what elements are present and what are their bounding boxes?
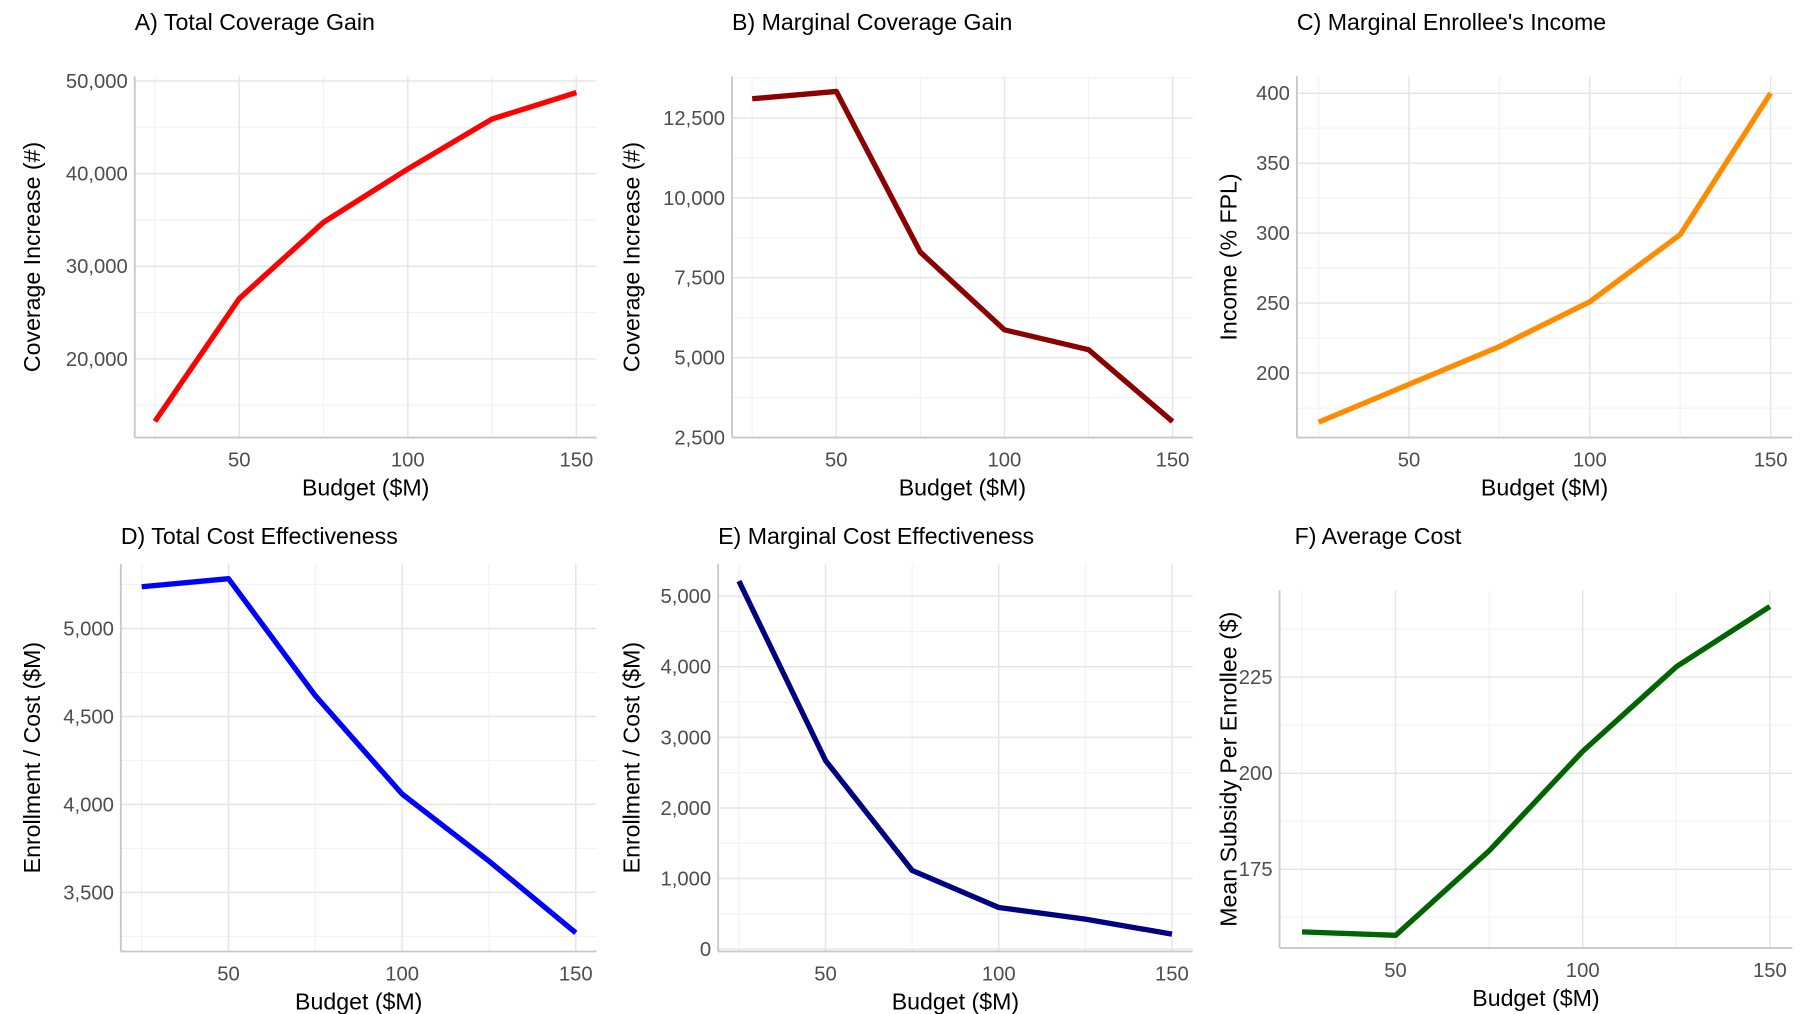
y-tick-label: 3,500 — [63, 882, 114, 904]
panel-title: F) Average Cost — [1295, 523, 1462, 549]
y-axis-title: Mean Subsidy Per Enrollee ($) — [1216, 612, 1242, 927]
y-tick-label: 200 — [1239, 763, 1273, 785]
series-line — [1301, 604, 1772, 939]
series-line — [736, 579, 1173, 937]
x-tick-label: 100 — [385, 963, 419, 985]
y-tick-label: 0 — [700, 939, 711, 961]
panel-d: 50 100 150 3,500 4,000 4,500 5,000 D) Total Cos… — [19, 523, 597, 1014]
y-axis-title: Coverage Increase (#) — [19, 142, 45, 372]
x-tick-label: 150 — [559, 963, 593, 985]
x-tick-label: 100 — [391, 449, 425, 471]
panel-title: A) Total Coverage Gain — [135, 9, 375, 35]
y-tick-label: 10,000 — [663, 188, 725, 210]
x-tick-label: 50 — [825, 449, 848, 471]
y-tick-label: 350 — [1256, 153, 1290, 175]
y-tick-label: 50,000 — [66, 71, 128, 93]
y-tick-label: 30,000 — [66, 256, 128, 278]
y-tick-label: 4,000 — [661, 657, 712, 679]
y-tick-label: 3,000 — [661, 727, 712, 749]
x-axis-title: Budget ($M) — [302, 474, 429, 500]
x-tick-label: 100 — [1566, 960, 1600, 982]
x-tick-label: 50 — [1398, 449, 1421, 471]
x-tick-label: 100 — [988, 449, 1022, 471]
panel-b: 50 100 150 2,500 5,000 7,500 10,000 12,500 B) Ma… — [618, 9, 1193, 500]
x-tick-label: 150 — [559, 449, 593, 471]
series-line — [1317, 91, 1773, 425]
y-tick-label: 300 — [1256, 223, 1290, 245]
x-axis-title: Budget ($M) — [1472, 985, 1599, 1011]
panel-title: C) Marginal Enrollee's Income — [1297, 9, 1606, 35]
y-tick-label: 400 — [1256, 83, 1290, 105]
x-tick-label: 150 — [1156, 449, 1190, 471]
y-tick-label: 7,500 — [674, 268, 725, 290]
y-tick-label: 5,000 — [661, 586, 712, 608]
y-axis-title: Income (% FPL) — [1216, 173, 1242, 340]
x-tick-label: 150 — [1753, 960, 1787, 982]
x-tick-label: 100 — [1573, 449, 1607, 471]
y-tick-label: 250 — [1256, 293, 1290, 315]
x-tick-label: 50 — [228, 449, 251, 471]
series-line — [141, 576, 578, 935]
panel-c: 50 100 150 200 250 300 350 400 C) Marginal Enrol… — [1216, 9, 1793, 500]
x-axis-title: Budget ($M) — [295, 988, 422, 1014]
x-tick-label: 50 — [217, 963, 240, 985]
y-tick-label: 12,500 — [663, 108, 725, 130]
y-tick-label: 5,000 — [674, 348, 725, 370]
y-tick-label: 200 — [1256, 363, 1290, 385]
panel-f: 50 100 150 175 200 225 F) Average Cost Budget (… — [1216, 523, 1793, 1011]
panel-title: D) Total Cost Effectiveness — [121, 523, 398, 549]
y-tick-label: 20,000 — [66, 349, 128, 371]
y-axis-title: Coverage Increase (#) — [618, 142, 644, 372]
y-tick-label: 40,000 — [66, 164, 128, 186]
x-tick-label: 150 — [1754, 449, 1788, 471]
y-tick-label: 1,000 — [661, 869, 712, 891]
y-tick-label: 175 — [1239, 859, 1273, 881]
y-tick-label: 5,000 — [63, 618, 114, 640]
x-axis-title: Budget ($M) — [892, 988, 1019, 1014]
y-tick-label: 2,500 — [674, 427, 725, 449]
series-line — [751, 88, 1175, 424]
y-tick-label: 2,000 — [661, 798, 712, 820]
y-axis-title: Enrollment / Cost ($M) — [19, 642, 45, 873]
panel-a: 50 100 150 20,000 30,000 40,000 50,000 A) Total… — [19, 9, 597, 500]
y-tick-label: 4,000 — [63, 794, 114, 816]
x-tick-label: 150 — [1155, 963, 1189, 985]
x-axis-title: Budget ($M) — [1481, 474, 1608, 500]
y-tick-label: 225 — [1239, 667, 1273, 689]
x-tick-label: 100 — [982, 963, 1016, 985]
panel-e: 50 100 150 0 1,000 2,000 3,000 4,000 5,000 E) Mar… — [618, 523, 1193, 1014]
panel-title: B) Marginal Coverage Gain — [732, 9, 1012, 35]
series-line — [152, 90, 578, 423]
x-tick-label: 50 — [814, 963, 837, 985]
y-axis-title: Enrollment / Cost ($M) — [618, 642, 644, 873]
y-tick-label: 4,500 — [63, 706, 114, 728]
x-tick-label: 50 — [1384, 960, 1407, 982]
x-axis-title: Budget ($M) — [899, 474, 1026, 500]
panel-title: E) Marginal Cost Effectiveness — [718, 523, 1034, 549]
